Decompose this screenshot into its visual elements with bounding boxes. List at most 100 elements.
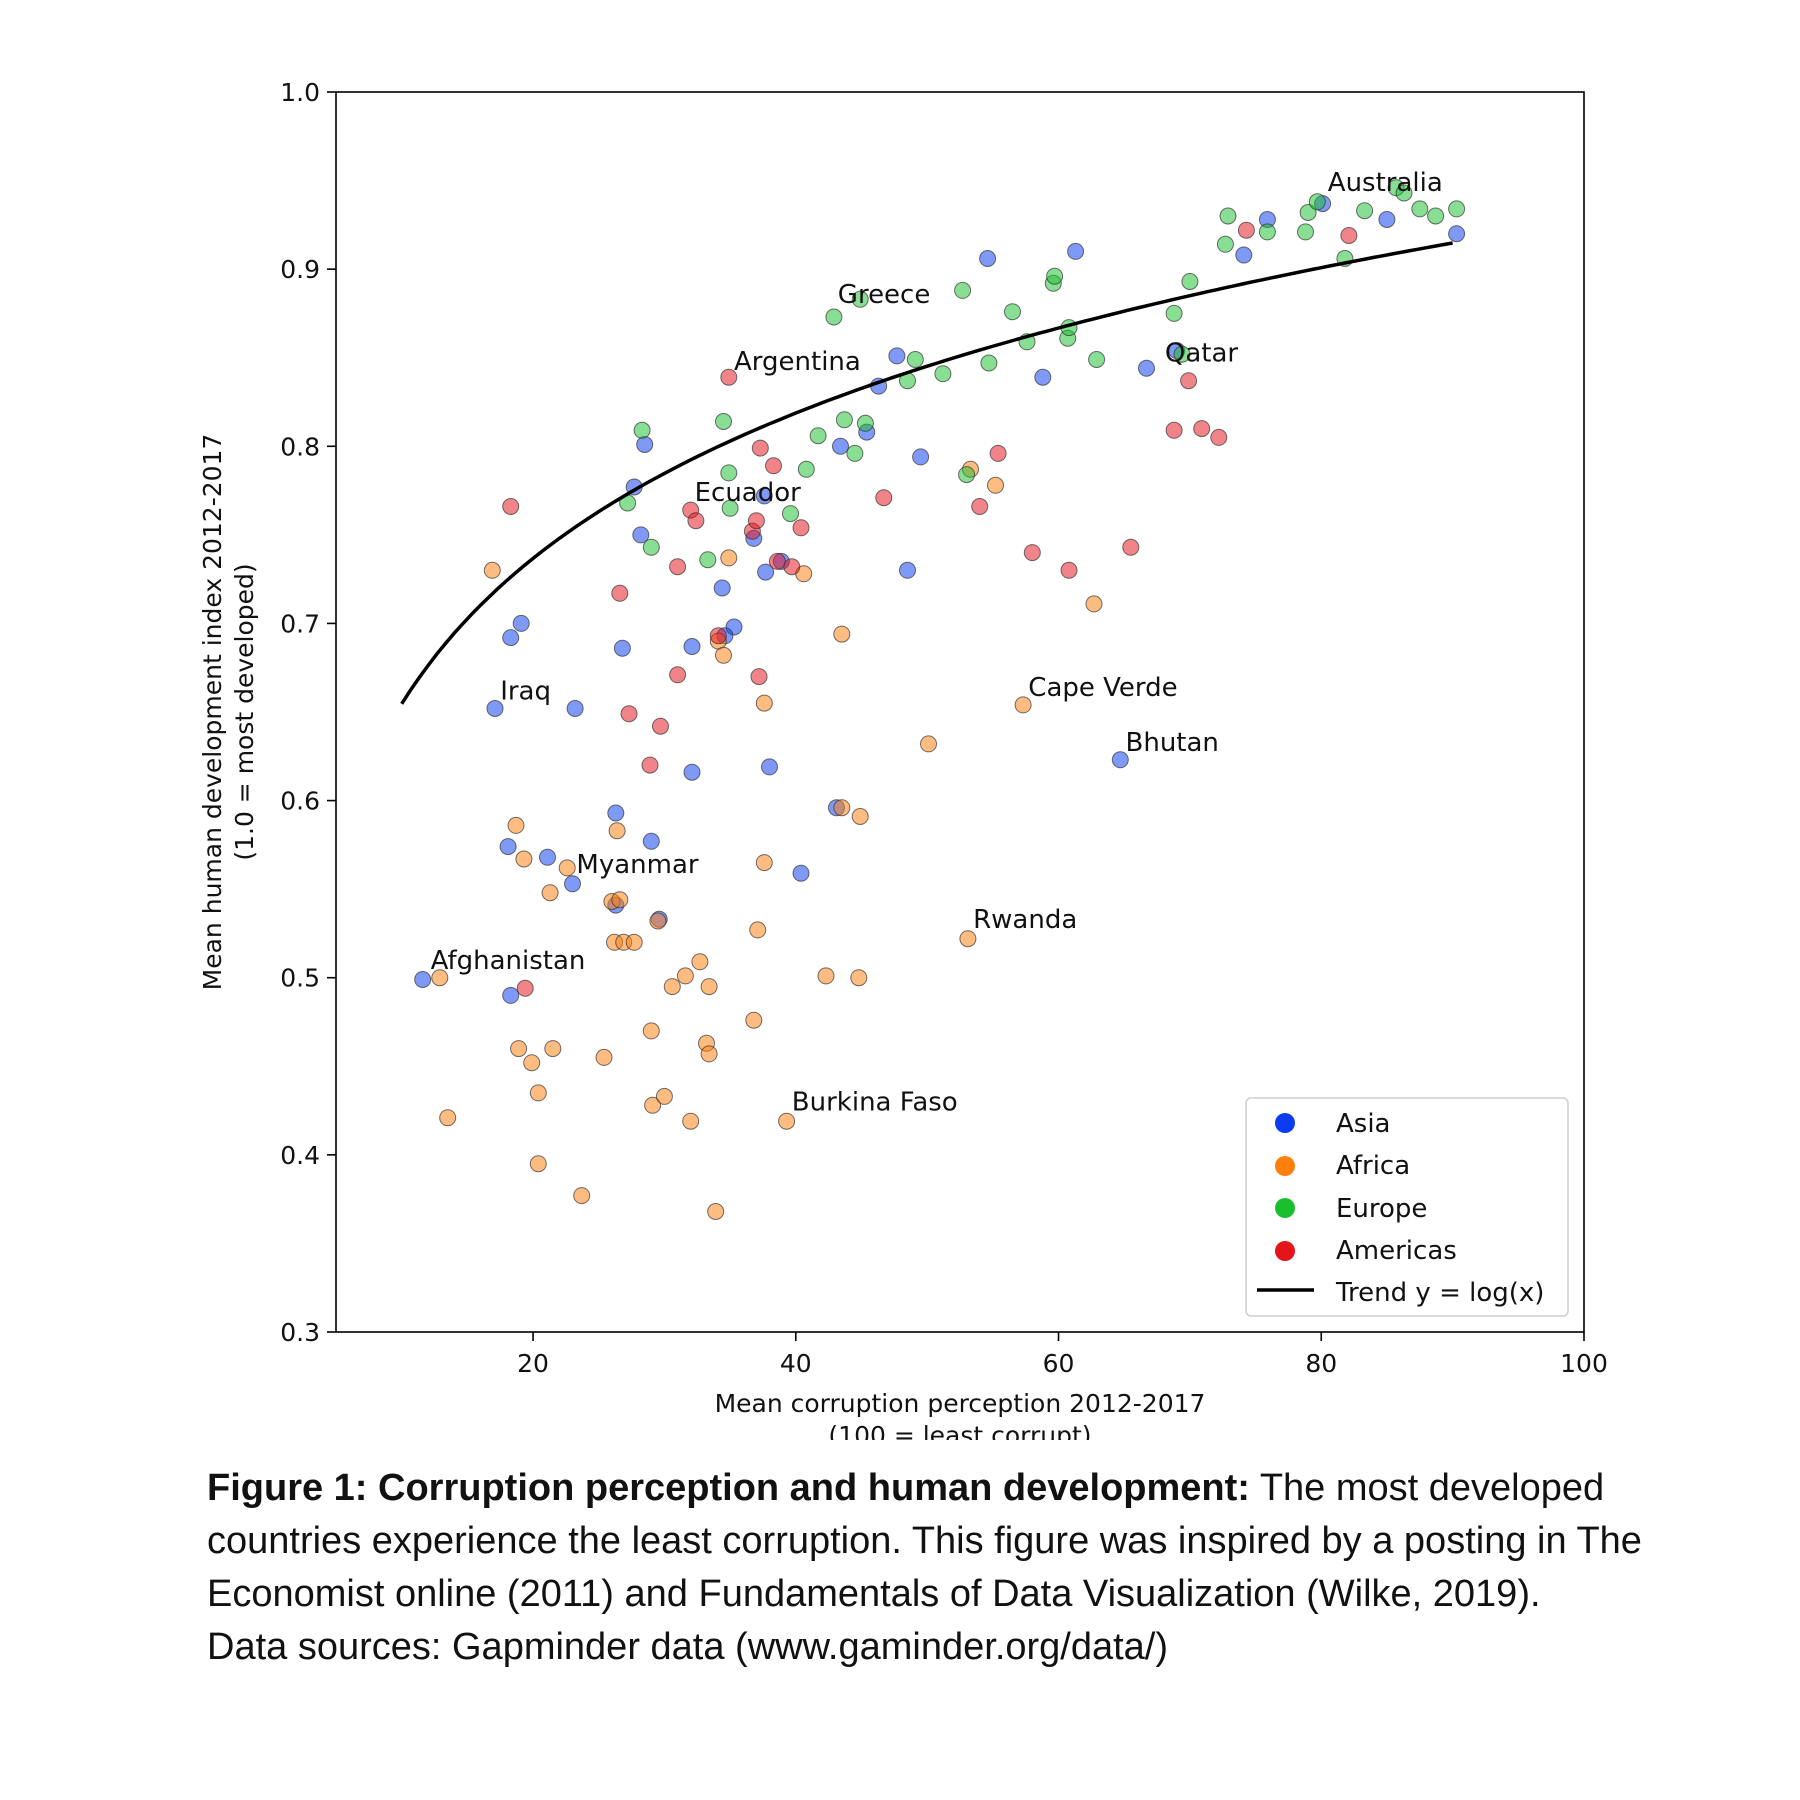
point-africa: [959, 930, 977, 948]
point-europe: [1046, 267, 1064, 285]
point-asia: [979, 250, 997, 267]
x-tick-label: 80: [1305, 1349, 1337, 1378]
point-americas: [669, 666, 687, 684]
point-europe: [856, 414, 874, 432]
point-americas: [875, 489, 893, 507]
point-africa: [523, 1054, 541, 1072]
point-asia: [499, 838, 517, 856]
point-africa: [817, 967, 835, 985]
annotation-rwanda: Rwanda: [973, 905, 1077, 935]
legend: Asia Africa Europe Americas Trend y = lo…: [1245, 1097, 1569, 1317]
point-africa: [778, 1112, 796, 1130]
point-americas: [971, 498, 989, 515]
point-africa: [850, 969, 868, 987]
point-asia: [564, 875, 581, 893]
point-americas: [1180, 372, 1198, 390]
point-asia: [755, 487, 773, 505]
point-europe: [1427, 207, 1445, 225]
point-africa: [676, 967, 694, 985]
point-africa: [745, 1011, 763, 1029]
legend-marker-americas: [1275, 1241, 1295, 1261]
point-europe: [934, 365, 952, 383]
point-africa: [573, 1187, 591, 1205]
point-asia: [539, 848, 556, 866]
point-asia: [613, 639, 631, 657]
point-europe: [835, 411, 853, 429]
x-tick-label: 100: [1560, 1349, 1608, 1378]
legend-label-trend: Trend y = log(x): [1335, 1278, 1544, 1308]
legend-marker-africa: [1275, 1156, 1295, 1176]
y-tick-label: 0.9: [280, 255, 320, 284]
point-africa: [644, 1096, 662, 1114]
x-axis-ticks: 20 40 60 80 100: [517, 1332, 1608, 1378]
point-africa: [1085, 595, 1103, 613]
point-africa: [749, 921, 767, 939]
point-europe: [1308, 193, 1326, 211]
point-europe: [980, 354, 998, 372]
annotation-australia: Australia: [1328, 168, 1443, 198]
point-africa: [439, 1109, 457, 1127]
point-asia: [607, 804, 625, 822]
point-americas: [1122, 538, 1140, 556]
point-europe: [1411, 200, 1429, 218]
x-tick-label: 20: [517, 1349, 549, 1378]
caption-title: Figure 1: Corruption perception and huma…: [207, 1467, 1250, 1509]
point-africa: [987, 476, 1004, 494]
point-europe: [954, 281, 972, 299]
point-americas: [641, 756, 659, 774]
point-americas: [502, 498, 520, 515]
point-asia: [1138, 359, 1155, 377]
point-africa: [700, 978, 718, 996]
y-tick-label: 0.8: [280, 432, 320, 461]
point-europe: [906, 351, 924, 368]
point-asia: [1067, 242, 1085, 260]
point-asia: [757, 563, 775, 581]
y-tick-label: 0.7: [280, 609, 320, 638]
point-africa: [544, 1040, 562, 1058]
point-americas: [747, 512, 765, 530]
point-africa: [483, 561, 501, 579]
caption-text: Figure 1: Corruption perception and huma…: [207, 1462, 1667, 1621]
x-tick-label: 60: [1043, 1349, 1075, 1378]
point-asia: [632, 526, 650, 544]
point-americas: [620, 705, 638, 723]
point-americas: [1023, 544, 1041, 562]
point-europe: [699, 551, 717, 569]
figure-caption: Figure 1: Corruption perception and huma…: [207, 1462, 1667, 1674]
point-africa: [608, 822, 626, 840]
trend-line: [400, 241, 1453, 705]
point-asia: [832, 437, 849, 455]
annotation-afghanistan: Afghanistan: [431, 946, 586, 976]
point-americas: [652, 717, 669, 735]
point-americas: [765, 457, 782, 475]
point-americas: [792, 519, 810, 537]
point-africa: [558, 859, 576, 877]
point-europe: [715, 413, 732, 430]
point-americas: [611, 584, 629, 602]
point-africa: [715, 646, 732, 664]
point-africa: [595, 1048, 613, 1066]
point-americas: [1060, 561, 1078, 579]
point-asia: [486, 700, 504, 717]
point-asia: [636, 436, 654, 453]
point-africa: [691, 953, 709, 971]
point-europe: [958, 466, 976, 484]
point-asia: [566, 700, 584, 717]
legend-label-americas: Americas: [1336, 1236, 1457, 1266]
point-africa: [529, 1155, 547, 1173]
point-africa: [515, 850, 533, 868]
point-americas: [989, 444, 1007, 462]
point-asia: [1034, 368, 1052, 386]
point-africa: [755, 854, 773, 872]
point-europe: [1173, 345, 1191, 363]
point-americas: [750, 668, 768, 686]
point-africa: [663, 978, 681, 996]
y-tick-label: 0.4: [280, 1141, 320, 1170]
point-asia: [761, 758, 778, 776]
point-africa: [642, 1022, 660, 1040]
plot-frame: [335, 91, 1585, 1333]
point-asia: [683, 638, 701, 655]
point-africa: [755, 694, 773, 712]
point-africa: [833, 799, 851, 817]
point-africa: [655, 1087, 673, 1105]
